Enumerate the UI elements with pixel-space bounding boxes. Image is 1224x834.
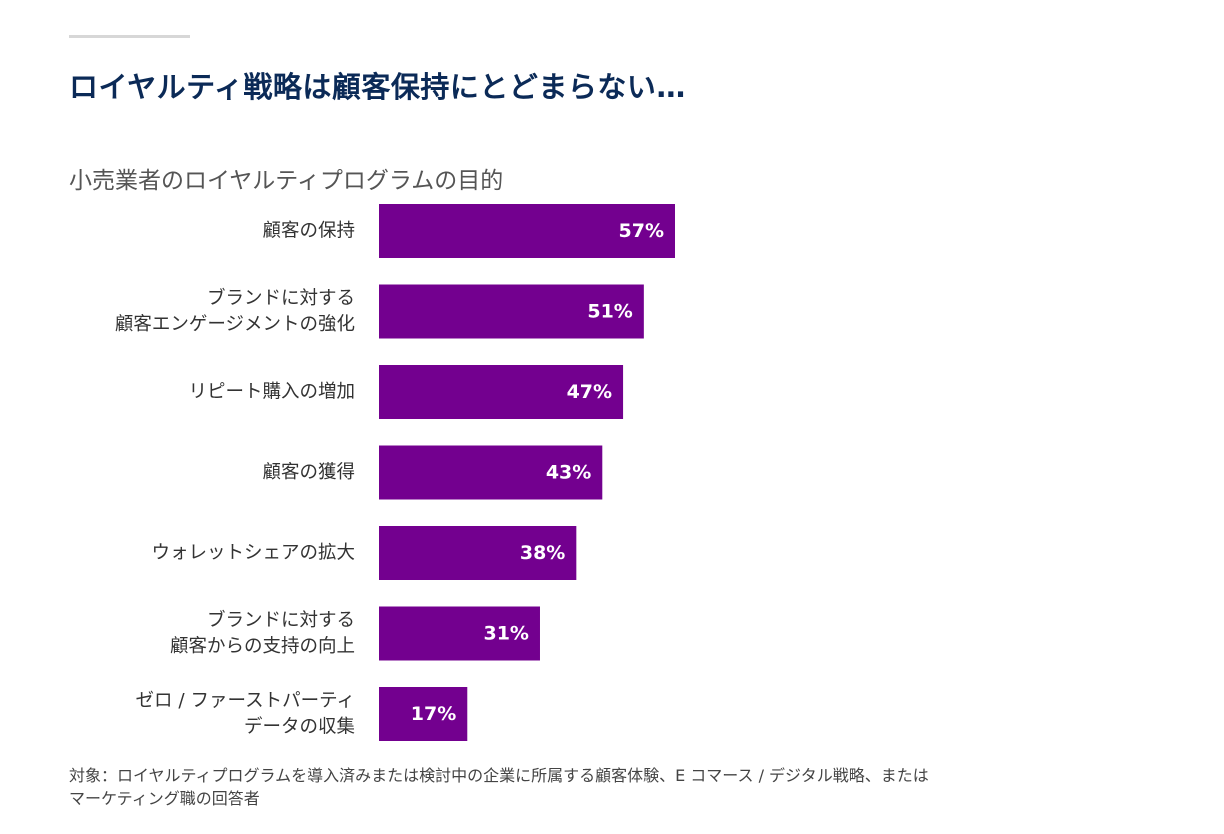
- bar-6: [379, 606, 540, 661]
- value-label-4: 43%: [546, 462, 591, 484]
- bar-3: [379, 365, 624, 419]
- category-label-5-line-1: ウォレットシェアの拡大: [151, 543, 355, 564]
- category-label-6: ブランドに対する顧客からの支持の向上: [170, 609, 355, 657]
- category-label-2-line-1: ブランドに対する: [207, 287, 355, 309]
- value-label-1: 57%: [619, 220, 664, 242]
- value-label-2: 51%: [587, 301, 632, 323]
- category-label-4: 顧客の獲得: [262, 462, 355, 483]
- bar-4: [379, 445, 603, 500]
- value-label-3: 47%: [567, 381, 612, 403]
- category-label-6-line-1: ブランドに対する: [207, 609, 355, 631]
- footnote-line-1: 対象：ロイヤルティプログラムを導入済みまたは検討中の企業に所属する顧客体験、E …: [69, 766, 929, 785]
- value-label-6: 31%: [483, 623, 528, 645]
- bar-1: [379, 204, 675, 258]
- category-label-2-line-2: 顧客エンゲージメントの強化: [115, 314, 355, 335]
- category-label-7-line-1: ゼロ / ファーストパーティ: [136, 691, 355, 712]
- chart-subtitle: 小売業者のロイヤルティプログラムの目的: [69, 168, 504, 194]
- bar-chart: 57%顧客の保持51%ブランドに対する顧客エンゲージメントの強化47%リピート購…: [115, 204, 675, 741]
- top-divider: [69, 35, 190, 38]
- category-label-1: 顧客の保持: [262, 221, 355, 242]
- category-label-1-line-1: 顧客の保持: [262, 221, 355, 242]
- category-label-3-line-1: リピート購入の増加: [188, 382, 355, 403]
- category-label-7: ゼロ / ファーストパーティデータの収集: [136, 691, 355, 738]
- bar-2: [379, 284, 644, 339]
- category-label-7-line-2: データの収集: [244, 717, 355, 738]
- value-label-7: 17%: [411, 703, 456, 725]
- page-title: ロイヤルティ戦略は顧客保持にとどまらない…: [69, 70, 686, 104]
- category-label-3: リピート購入の増加: [188, 382, 355, 403]
- category-label-5: ウォレットシェアの拡大: [151, 543, 355, 564]
- category-label-2: ブランドに対する顧客エンゲージメントの強化: [115, 287, 355, 335]
- category-label-4-line-1: 顧客の獲得: [262, 462, 355, 483]
- footnote: 対象：ロイヤルティプログラムを導入済みまたは検討中の企業に所属する顧客体験、E …: [69, 764, 1169, 810]
- footnote-line-2: マーケティング職の回答者: [69, 789, 260, 808]
- bar-5: [379, 526, 577, 580]
- category-label-6-line-2: 顧客からの支持の向上: [170, 636, 355, 657]
- value-label-5: 38%: [520, 542, 565, 564]
- bar-7: [379, 687, 468, 741]
